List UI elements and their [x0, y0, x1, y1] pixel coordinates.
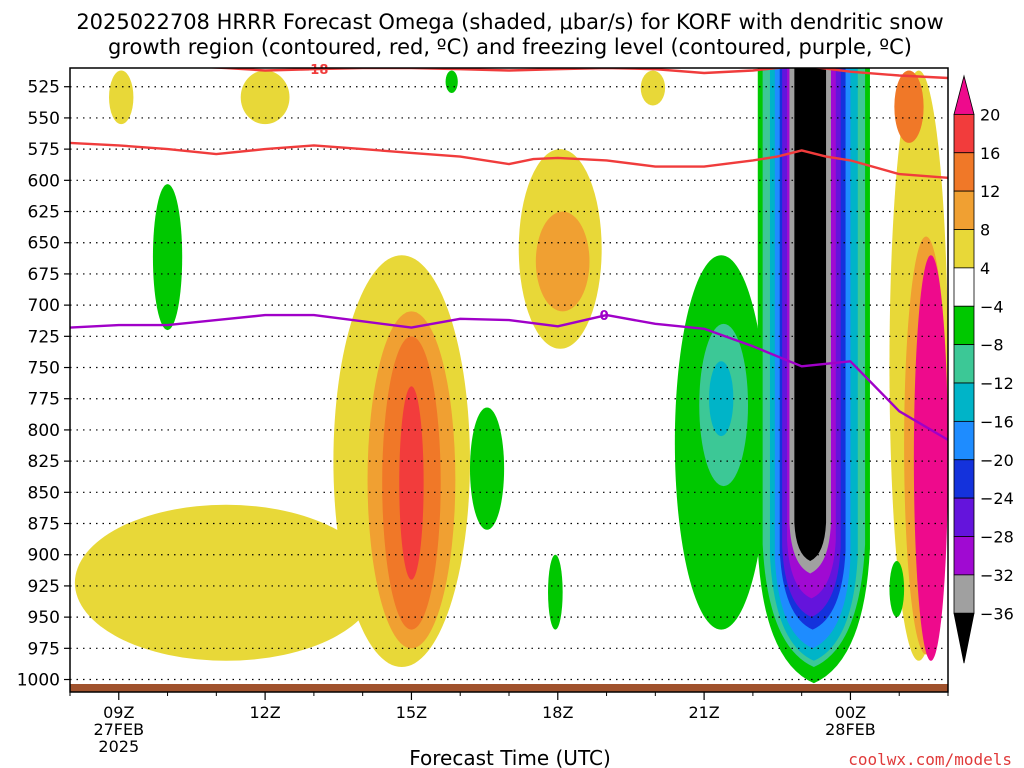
colorbar-label-6: −8 [980, 336, 1004, 355]
ytick-label-875: 875 [28, 515, 60, 535]
ytick-label-625: 625 [28, 203, 60, 223]
xtick-label-0-0: 09Z [103, 703, 134, 722]
omega-region-21 [889, 560, 905, 618]
contour-line-2 [70, 313, 948, 441]
colorbar-label-11: −28 [980, 528, 1014, 547]
colorbar-top-arrow [953, 74, 975, 115]
xtick-label-1-0: 12Z [249, 703, 280, 722]
xtick-label-0-1: 27FEB [93, 720, 144, 739]
colorbar-swatch-10 [953, 459, 975, 499]
ytick-label-1000: 1000 [17, 671, 60, 691]
colorbar-swatch-4 [953, 229, 975, 269]
ytick-label-725: 725 [28, 327, 60, 347]
colorbar-swatch-1 [953, 113, 975, 154]
colorbar-label-10: −24 [980, 489, 1014, 508]
pressure-axis: 525 550 575 600 625 650 675 700 725 750 775 800 825 8… [17, 78, 70, 691]
contour-labels: −18 0 [299, 63, 608, 324]
ytick-label-700: 700 [28, 296, 60, 316]
xtick-label-5-0: 00Z [835, 703, 866, 722]
xtick-label-4-0: 21Z [688, 703, 719, 722]
omega-region-20 [445, 70, 458, 93]
ytick-label-925: 925 [28, 577, 60, 597]
colorbar-bottom-arrow [953, 612, 975, 664]
colorbar-swatch-9 [953, 420, 975, 461]
colorbar-label-8: −16 [980, 412, 1014, 431]
ytick-label-650: 650 [28, 234, 60, 254]
xtick-label-5-1: 28FEB [825, 720, 876, 739]
xtick-label-2-0: 15Z [396, 703, 427, 722]
colorbar-label-3: 8 [980, 221, 990, 240]
colorbar-label-4: 4 [980, 259, 990, 278]
contour-label-0: −18 [299, 63, 328, 78]
ytick-label-575: 575 [28, 140, 60, 160]
ytick-label-775: 775 [28, 390, 60, 410]
omega-region-16 [548, 554, 563, 630]
ytick-label-800: 800 [28, 421, 60, 441]
omega-shading [74, 68, 948, 684]
xtick-label-0-2: 2025 [98, 737, 139, 756]
site-credit: coolwx.com/models [848, 750, 1012, 768]
omega-region-6 [535, 211, 590, 312]
omega-region-12 [913, 255, 948, 661]
colorbar-label-7: −12 [980, 374, 1014, 393]
colorbar-label-1: 16 [980, 144, 1000, 163]
ytick-label-850: 850 [28, 483, 60, 503]
chart-title-line-1: 2025022708 HRRR Forecast Omega (shaded, … [76, 10, 943, 34]
colorbar-swatch-2 [953, 152, 975, 192]
colorbar-label-9: −20 [980, 451, 1014, 470]
omega-region-13 [894, 70, 924, 143]
ytick-label-525: 525 [28, 78, 60, 98]
colorbar-swatch-6 [953, 305, 975, 346]
colorbar-swatch-12 [953, 536, 975, 576]
colorbar-label-12: −32 [980, 566, 1014, 585]
colorbar-swatch-3 [953, 190, 975, 230]
chart-title-line-2: growth region (contoured, red, ºC) and f… [108, 35, 912, 59]
colorbar-label-2: 12 [980, 182, 1000, 201]
colorbar-label-0: 20 [980, 105, 1000, 124]
ytick-label-825: 825 [28, 452, 60, 472]
terrain-surface-bar [70, 684, 948, 692]
colorbar-swatch-7 [953, 344, 975, 384]
contour-label-1: 0 [600, 309, 609, 324]
colorbar-swatch-8 [953, 382, 975, 422]
ytick-label-750: 750 [28, 359, 60, 379]
colorbar-swatch-13 [953, 574, 975, 614]
omega-region-8 [240, 70, 290, 125]
x-axis-title: Forecast Time (UTC) [409, 746, 611, 768]
omega-region-15 [469, 407, 505, 530]
ytick-label-900: 900 [28, 546, 60, 566]
omega-region-9 [640, 70, 666, 106]
contour-line-0 [201, 68, 948, 80]
ytick-label-550: 550 [28, 109, 60, 129]
omega-region-14 [152, 184, 183, 331]
omega-region-7 [109, 70, 134, 125]
ytick-label-975: 975 [28, 639, 60, 659]
temperature-contours [70, 68, 948, 441]
ytick-label-950: 950 [28, 608, 60, 628]
colorbar-swatch-5 [953, 267, 975, 307]
omega-column-8 [794, 68, 827, 561]
contour-line-1 [70, 141, 948, 179]
omega-region-0 [74, 504, 378, 661]
ytick-label-675: 675 [28, 265, 60, 285]
colorbar-label-5: −4 [980, 297, 1004, 316]
xtick-label-3-0: 18Z [542, 703, 573, 722]
colorbar-label-13: −36 [980, 604, 1014, 623]
omega-region-4 [399, 386, 424, 580]
ytick-label-600: 600 [28, 171, 60, 191]
colorbar-swatch-11 [953, 497, 975, 537]
omega-colorbar: 20 16 12 8 4 −4 −8 −12 −16 −20 −24 −28 −32 −36 [953, 74, 1014, 664]
